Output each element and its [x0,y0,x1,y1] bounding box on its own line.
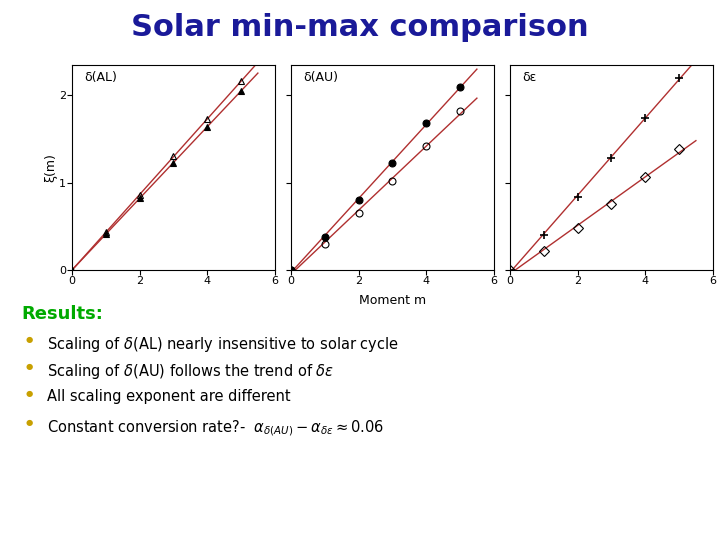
Text: Moment m: Moment m [359,294,426,307]
Text: All scaling exponent are different: All scaling exponent are different [47,389,290,404]
Text: WARWICK: WARWICK [18,505,118,523]
Text: Scaling of $\delta$(AL) nearly insensitive to solar cycle: Scaling of $\delta$(AL) nearly insensiti… [47,335,399,354]
Text: ●: ● [25,389,32,398]
Text: Solar min-max comparison: Solar min-max comparison [131,14,589,43]
Text: Results:: Results: [22,305,104,323]
Text: δ(AU): δ(AU) [303,71,338,84]
Text: ●: ● [25,362,32,371]
Text: Constant conversion rate?-  $\alpha_{\delta(AU)} - \alpha_{\delta\varepsilon} \a: Constant conversion rate?- $\alpha_{\del… [47,418,384,438]
Text: δε: δε [522,71,536,84]
Text: ●: ● [25,335,32,344]
Text: Scaling of $\delta$(AU) follows the trend of $\delta\varepsilon$: Scaling of $\delta$(AU) follows the tren… [47,362,334,381]
Y-axis label: ξ(m): ξ(m) [44,153,57,182]
Text: δ(AL): δ(AL) [84,71,117,84]
Text: ●: ● [25,418,32,428]
